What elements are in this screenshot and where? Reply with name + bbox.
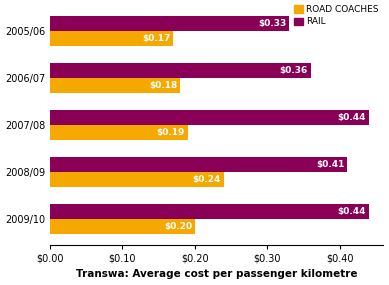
Text: $0.36: $0.36 [280, 66, 308, 75]
Bar [50, 31, 173, 46]
Bar [50, 110, 369, 125]
Text: $0.41: $0.41 [316, 160, 344, 169]
Text: $0.17: $0.17 [142, 34, 170, 43]
Text: $0.33: $0.33 [258, 19, 286, 29]
Bar [50, 17, 289, 31]
Bar [50, 78, 180, 93]
Bar [50, 219, 195, 234]
Legend: ROAD COACHES, RAIL: ROAD COACHES, RAIL [294, 5, 379, 27]
Text: $0.44: $0.44 [338, 207, 366, 216]
Text: $0.19: $0.19 [156, 128, 185, 137]
Text: $0.24: $0.24 [193, 175, 221, 184]
X-axis label: Transwa: Average cost per passenger kilometre: Transwa: Average cost per passenger kilo… [76, 269, 357, 280]
Text: $0.44: $0.44 [338, 113, 366, 122]
Bar [50, 204, 369, 219]
Bar [50, 172, 224, 187]
Text: $0.20: $0.20 [164, 222, 192, 231]
Text: $0.18: $0.18 [149, 81, 177, 90]
Bar [50, 63, 311, 78]
Bar [50, 157, 347, 172]
Bar [50, 125, 188, 140]
